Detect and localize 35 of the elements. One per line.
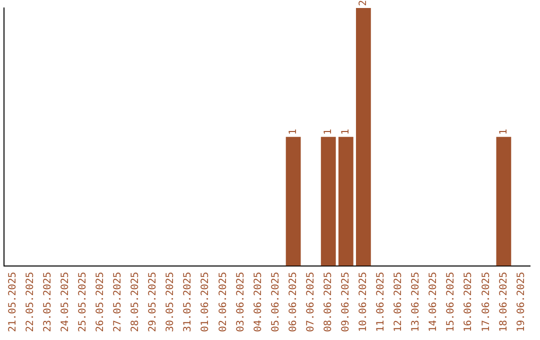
x-tick-label: 06.06.2025	[288, 272, 299, 332]
x-tick-label: 19.06.2025	[516, 272, 527, 332]
x-tick-label: 03.06.2025	[235, 272, 246, 332]
x-tick-label: 23.05.2025	[42, 272, 54, 332]
data-label: 1	[340, 128, 352, 135]
x-tick-label: 16.06.2025	[463, 272, 474, 332]
x-tick-label: 08.06.2025	[322, 272, 334, 332]
x-tick-label: 07.06.2025	[305, 272, 316, 332]
data-label: 2	[358, 0, 370, 6]
x-tick-label: 31.05.2025	[182, 272, 194, 332]
x-tick-label: 29.05.2025	[148, 272, 159, 332]
x-tick-label: 28.05.2025	[130, 272, 142, 332]
x-tick-label: 25.05.2025	[77, 272, 88, 332]
x-tick-label: 22.05.2025	[24, 272, 36, 332]
x-tick-label: 02.06.2025	[218, 272, 229, 332]
x-tick-label: 11.06.2025	[376, 272, 387, 332]
x-tick-label: 15.06.2025	[446, 272, 457, 332]
x-tick-label: 01.06.2025	[200, 272, 212, 332]
x-tick-label: 30.05.2025	[165, 272, 176, 332]
x-tick-label: 12.06.2025	[393, 272, 404, 332]
x-tick-label: 10.06.2025	[358, 272, 370, 332]
x-tick-label: 05.06.2025	[270, 272, 282, 332]
x-tick-label: 21.05.2025	[7, 272, 18, 332]
x-tick-label: 26.05.2025	[95, 272, 106, 332]
data-label: 1	[498, 128, 510, 135]
x-tick-label: 27.05.2025	[112, 272, 124, 332]
x-tick-label: 04.06.2025	[252, 272, 264, 332]
x-tick-label: 14.06.2025	[428, 272, 440, 332]
x-tick-label: 09.06.2025	[340, 272, 352, 332]
x-tick-label: 18.06.2025	[498, 272, 510, 332]
data-label: 1	[322, 128, 334, 135]
data-label: 1	[288, 128, 299, 135]
x-tick-label: 13.06.2025	[410, 272, 422, 332]
x-tick-label: 24.05.2025	[60, 272, 71, 332]
x-tick-label: 17.06.2025	[480, 272, 492, 332]
